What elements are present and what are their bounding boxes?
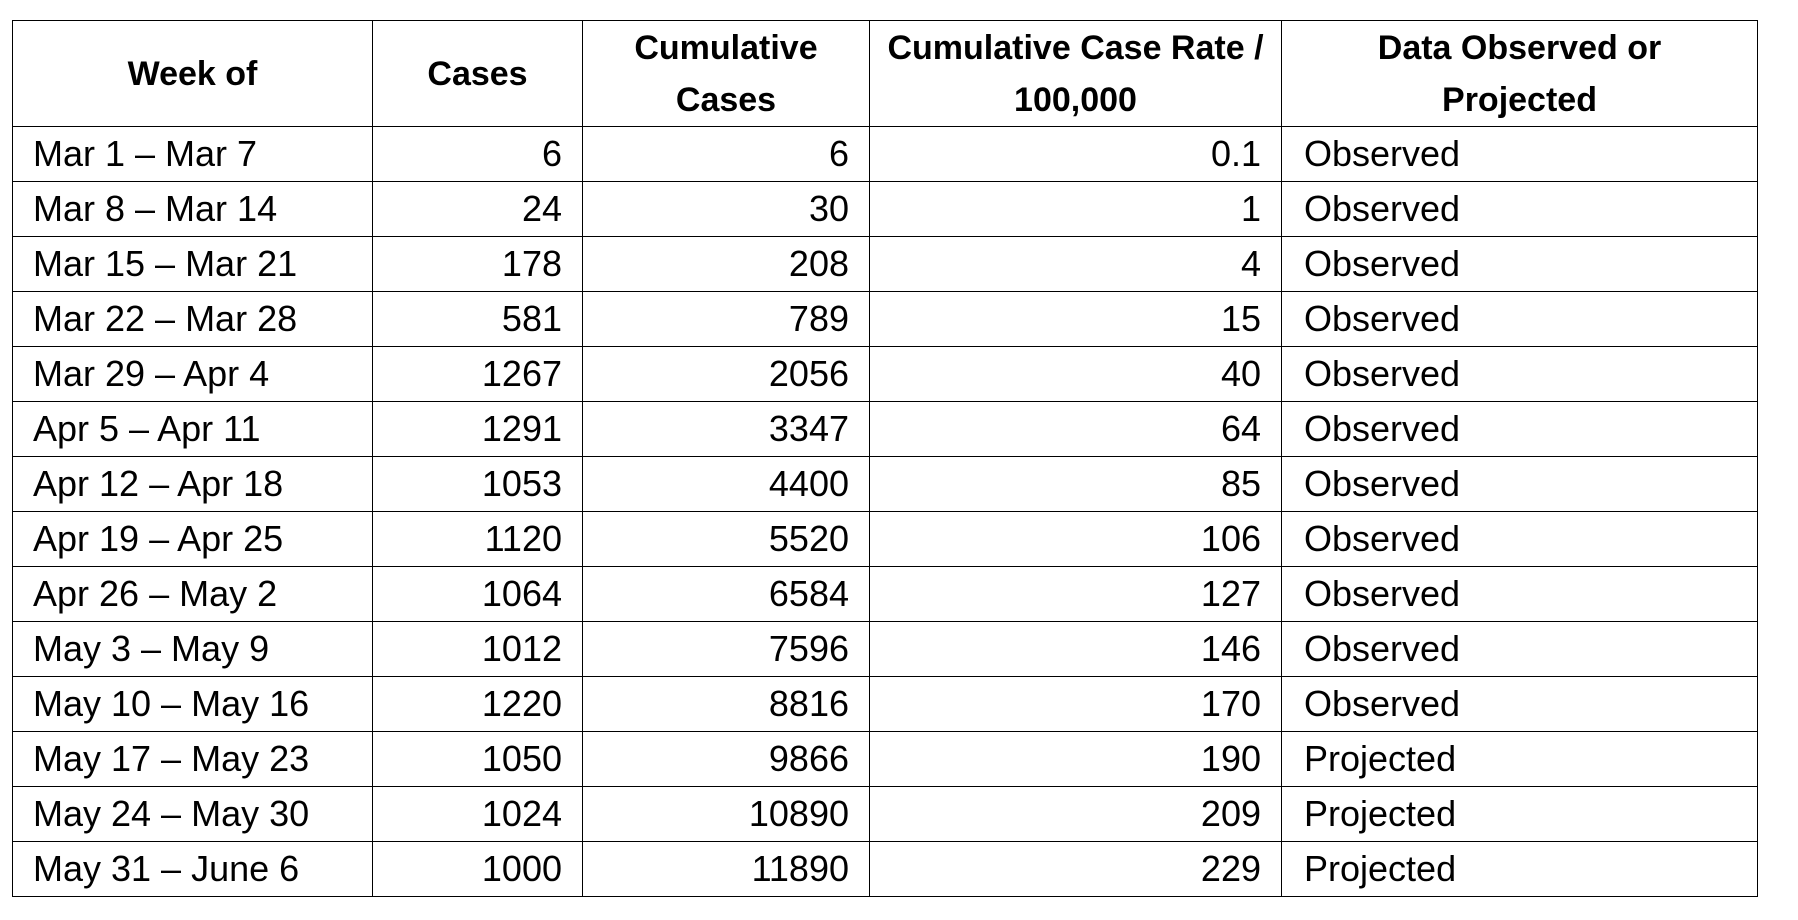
- cell-week: May 10 – May 16: [12, 676, 373, 732]
- table-row: May 3 – May 9 1012 7596 146 Observed: [12, 621, 1758, 677]
- cell-cumulative-rate: 229: [869, 841, 1282, 897]
- cell-data-status: Observed: [1281, 126, 1758, 182]
- cell-cumulative-rate: 127: [869, 566, 1282, 622]
- cell-week: May 31 – June 6: [12, 841, 373, 897]
- cell-cumulative-rate: 170: [869, 676, 1282, 732]
- cell-week: Mar 15 – Mar 21: [12, 236, 373, 292]
- table-row: Apr 19 – Apr 25 1120 5520 106 Observed: [12, 511, 1758, 567]
- cell-data-status: Observed: [1281, 181, 1758, 237]
- table-body: Mar 1 – Mar 7 6 6 0.1 Observed Mar 8 – Mar 14…: [12, 126, 1758, 897]
- cell-cases: 1120: [372, 511, 583, 567]
- cell-cumulative-cases: 7596: [582, 621, 870, 677]
- table-row: Apr 12 – Apr 18 1053 4400 85 Observed: [12, 456, 1758, 512]
- cell-data-status: Projected: [1281, 731, 1758, 787]
- cell-cases: 1024: [372, 786, 583, 842]
- cell-cumulative-cases: 3347: [582, 401, 870, 457]
- cell-data-status: Observed: [1281, 401, 1758, 457]
- cell-cumulative-rate: 146: [869, 621, 1282, 677]
- cell-cumulative-rate: 1: [869, 181, 1282, 237]
- header-row: Week of Cases Cumulative Cases Cumulativ…: [12, 20, 1758, 127]
- cell-cumulative-rate: 0.1: [869, 126, 1282, 182]
- cell-cases: 6: [372, 126, 583, 182]
- cell-week: Mar 22 – Mar 28: [12, 291, 373, 347]
- cell-data-status: Projected: [1281, 841, 1758, 897]
- cell-week: Apr 12 – Apr 18: [12, 456, 373, 512]
- table-row: May 31 – June 6 1000 11890 229 Projected: [12, 841, 1758, 897]
- cell-week: May 3 – May 9: [12, 621, 373, 677]
- table-header: Week of Cases Cumulative Cases Cumulativ…: [12, 20, 1758, 127]
- cell-cumulative-cases: 10890: [582, 786, 870, 842]
- cell-cases: 1053: [372, 456, 583, 512]
- cell-cumulative-rate: 4: [869, 236, 1282, 292]
- cell-cumulative-cases: 6584: [582, 566, 870, 622]
- table-row: Mar 29 – Apr 4 1267 2056 40 Observed: [12, 346, 1758, 402]
- cell-cases: 1050: [372, 731, 583, 787]
- table-row: May 24 – May 30 1024 10890 209 Projected: [12, 786, 1758, 842]
- cell-data-status: Observed: [1281, 511, 1758, 567]
- cell-cases: 1267: [372, 346, 583, 402]
- cell-cumulative-rate: 40: [869, 346, 1282, 402]
- weekly-cases-table: Week of Cases Cumulative Cases Cumulativ…: [12, 20, 1758, 897]
- cell-cases: 1000: [372, 841, 583, 897]
- cell-cumulative-rate: 190: [869, 731, 1282, 787]
- cell-cumulative-cases: 789: [582, 291, 870, 347]
- cell-cumulative-rate: 106: [869, 511, 1282, 567]
- cell-week: Mar 8 – Mar 14: [12, 181, 373, 237]
- cell-data-status: Observed: [1281, 346, 1758, 402]
- cell-data-status: Observed: [1281, 291, 1758, 347]
- cell-data-status: Projected: [1281, 786, 1758, 842]
- cell-cumulative-cases: 208: [582, 236, 870, 292]
- cell-cumulative-cases: 30: [582, 181, 870, 237]
- cell-cumulative-cases: 9866: [582, 731, 870, 787]
- cell-cumulative-rate: 15: [869, 291, 1282, 347]
- header-observed-or-projected: Data Observed or Projected: [1281, 20, 1758, 127]
- cell-week: May 17 – May 23: [12, 731, 373, 787]
- cell-week: Apr 26 – May 2: [12, 566, 373, 622]
- cell-cumulative-cases: 6: [582, 126, 870, 182]
- cell-cumulative-cases: 2056: [582, 346, 870, 402]
- cell-cumulative-cases: 8816: [582, 676, 870, 732]
- table-row: May 10 – May 16 1220 8816 170 Observed: [12, 676, 1758, 732]
- table-row: Mar 8 – Mar 14 24 30 1 Observed: [12, 181, 1758, 237]
- cell-week: Mar 29 – Apr 4: [12, 346, 373, 402]
- cell-cumulative-cases: 5520: [582, 511, 870, 567]
- table-row: May 17 – May 23 1050 9866 190 Projected: [12, 731, 1758, 787]
- cell-cumulative-cases: 11890: [582, 841, 870, 897]
- cell-week: May 24 – May 30: [12, 786, 373, 842]
- cell-data-status: Observed: [1281, 566, 1758, 622]
- cell-cases: 24: [372, 181, 583, 237]
- cell-data-status: Observed: [1281, 621, 1758, 677]
- cell-week: Apr 19 – Apr 25: [12, 511, 373, 567]
- table-row: Apr 5 – Apr 11 1291 3347 64 Observed: [12, 401, 1758, 457]
- table-row: Mar 15 – Mar 21 178 208 4 Observed: [12, 236, 1758, 292]
- cell-cases: 1064: [372, 566, 583, 622]
- cell-cumulative-cases: 4400: [582, 456, 870, 512]
- cell-cases: 1220: [372, 676, 583, 732]
- header-cumulative-cases: Cumulative Cases: [582, 20, 870, 127]
- cell-cases: 581: [372, 291, 583, 347]
- cell-cumulative-rate: 64: [869, 401, 1282, 457]
- cell-cumulative-rate: 85: [869, 456, 1282, 512]
- cell-cases: 1012: [372, 621, 583, 677]
- header-cases: Cases: [372, 20, 583, 127]
- table-row: Apr 26 – May 2 1064 6584 127 Observed: [12, 566, 1758, 622]
- cell-cases: 1291: [372, 401, 583, 457]
- table-row: Mar 22 – Mar 28 581 789 15 Observed: [12, 291, 1758, 347]
- cell-cumulative-rate: 209: [869, 786, 1282, 842]
- cell-week: Apr 5 – Apr 11: [12, 401, 373, 457]
- cell-data-status: Observed: [1281, 676, 1758, 732]
- cell-data-status: Observed: [1281, 456, 1758, 512]
- header-week-of: Week of: [12, 20, 373, 127]
- cell-data-status: Observed: [1281, 236, 1758, 292]
- cell-cases: 178: [372, 236, 583, 292]
- table-row: Mar 1 – Mar 7 6 6 0.1 Observed: [12, 126, 1758, 182]
- cell-week: Mar 1 – Mar 7: [12, 126, 373, 182]
- header-cumulative-case-rate: Cumulative Case Rate / 100,000: [869, 20, 1282, 127]
